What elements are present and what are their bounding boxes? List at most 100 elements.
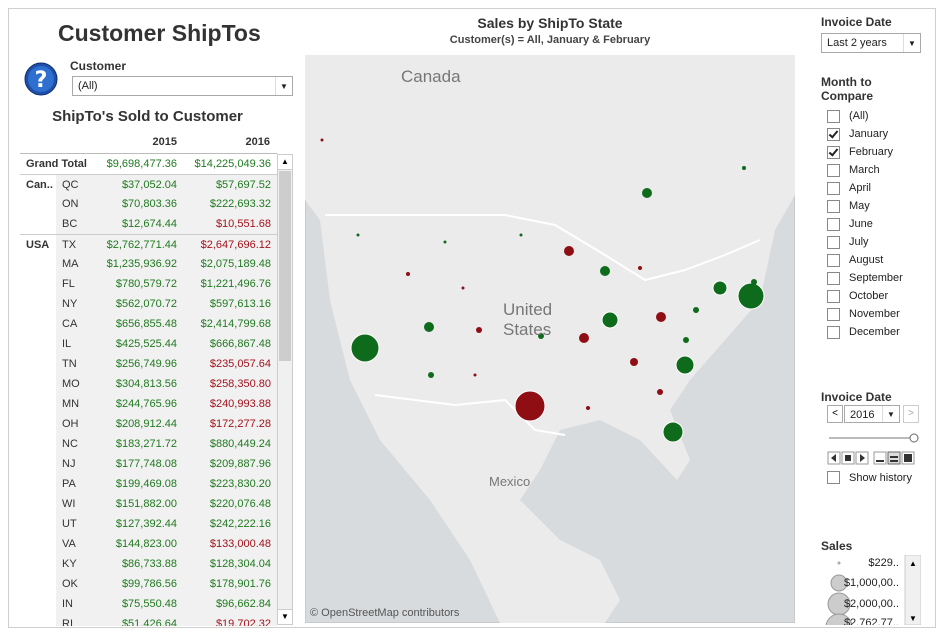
- dropdown-value: Last 2 years: [827, 37, 887, 49]
- svg-text:▼: ▼: [909, 614, 917, 623]
- checkbox[interactable]: [827, 163, 840, 177]
- table: Grand Total $9,698,477.36 $14,225,049.36 Ca…: [20, 153, 277, 626]
- customer-dropdown[interactable]: (All) ▼: [72, 76, 293, 96]
- help-icon[interactable]: ?: [24, 62, 58, 96]
- row-shade: [56, 314, 277, 334]
- month-option[interactable]: February: [827, 143, 893, 161]
- month-option[interactable]: March: [827, 161, 880, 179]
- cell-2016: $242,222.16: [209, 518, 271, 530]
- table-row: NY $562,070.72 $597,613.16: [20, 294, 277, 314]
- filter-label: Month to Compare: [821, 75, 874, 103]
- checkbox[interactable]: [827, 271, 840, 285]
- row-shade: [56, 514, 277, 534]
- month-option[interactable]: April: [827, 179, 871, 197]
- filter-label: Invoice Date: [821, 390, 892, 404]
- cell-2016: $209,887.96: [209, 458, 271, 470]
- show-history[interactable]: Show history: [827, 471, 912, 484]
- checkbox[interactable]: [827, 235, 840, 249]
- table-row: OK $99,786.56 $178,901.76: [20, 574, 277, 594]
- cell-2016: $597,613.16: [209, 298, 271, 310]
- table-row: MN $244,765.96 $240,993.88: [20, 394, 277, 414]
- month-option[interactable]: August: [827, 251, 883, 269]
- cell-2015: $425,525.44: [115, 338, 177, 350]
- previous-button[interactable]: <: [827, 405, 843, 423]
- month-option[interactable]: September: [827, 269, 903, 287]
- cell-2015: $99,786.56: [121, 578, 177, 590]
- row-state: TN: [62, 358, 77, 370]
- invoice-date-dropdown[interactable]: Last 2 years ▼: [821, 33, 921, 53]
- scroll-up[interactable]: ▲: [278, 155, 292, 170]
- checkbox[interactable]: [827, 325, 840, 339]
- size-legend: ▲ ▼ $229.. $1,000,00.. $2,000,00.. $2,762,7…: [821, 555, 921, 625]
- cell-2015: $304,813.56: [115, 378, 177, 390]
- row-state: BC: [62, 218, 78, 230]
- map[interactable]: [305, 55, 795, 623]
- row-state: VA: [62, 538, 76, 550]
- table-row: TN $256,749.96 $235,057.64: [20, 354, 277, 374]
- month-option[interactable]: May: [827, 197, 870, 215]
- row-state: OK: [62, 578, 78, 590]
- dropdown-arrow: ▼: [882, 406, 899, 422]
- row-state: NC: [62, 438, 78, 450]
- cell-2016: $178,901.76: [209, 578, 271, 590]
- row-state: UT: [62, 518, 77, 530]
- cell-2015: $12,674.44: [121, 218, 177, 230]
- row-state: IL: [62, 338, 72, 350]
- month-option[interactable]: June: [827, 215, 873, 233]
- checkbox[interactable]: [827, 181, 840, 195]
- map-attribution: © OpenStreetMap contributors: [310, 607, 460, 619]
- cell-2016: $2,075,189.48: [200, 258, 271, 270]
- checkbox[interactable]: [827, 217, 840, 231]
- month-option[interactable]: November: [827, 305, 900, 323]
- next-button[interactable]: >: [903, 405, 919, 423]
- checkbox[interactable]: [827, 199, 840, 213]
- row-shade: [56, 235, 277, 255]
- year-dropdown[interactable]: 2016 ▼: [844, 405, 900, 423]
- legend-entry: $1,000,00..: [843, 577, 899, 589]
- checkbox[interactable]: [827, 289, 840, 303]
- month-option[interactable]: December: [827, 323, 900, 341]
- map-label: Mexico: [489, 474, 531, 489]
- table-row: ON $70,803.36 $222,693.32: [20, 194, 277, 214]
- row-shade: [56, 494, 277, 514]
- row-group: USA: [26, 239, 50, 251]
- cell-2016: $57,697.52: [215, 179, 271, 191]
- cell-2015: $208,912.44: [115, 418, 177, 430]
- table-row: OH $208,912.44 $172,277.28: [20, 414, 277, 434]
- checkbox[interactable]: [827, 109, 840, 123]
- cell-2016: $240,993.88: [209, 398, 271, 410]
- row-state: RI: [62, 618, 73, 626]
- cell-2016: $223,830.20: [209, 478, 271, 490]
- checkbox[interactable]: [827, 253, 840, 267]
- cell-2016: $2,414,799.68: [200, 318, 271, 330]
- row-state: OH: [62, 418, 79, 430]
- month-option[interactable]: October: [827, 287, 888, 305]
- row-state: MN: [62, 398, 80, 410]
- table-row: UT $127,392.44 $242,222.16: [20, 514, 277, 534]
- month-option[interactable]: July: [827, 233, 869, 251]
- row-shade: [56, 354, 277, 374]
- cell-2015: $1,235,936.92: [106, 258, 177, 270]
- cell-2016: $1,221,496.76: [200, 278, 271, 290]
- checkbox[interactable]: [827, 127, 840, 141]
- cell-2015: $75,550.48: [121, 598, 177, 610]
- scroll-thumb[interactable]: [279, 171, 291, 361]
- checkbox[interactable]: [827, 307, 840, 321]
- cell-2016: $235,057.64: [209, 358, 271, 370]
- option-label: May: [849, 200, 870, 212]
- checkbox[interactable]: [827, 471, 840, 484]
- row-shade: [56, 254, 277, 274]
- checkbox[interactable]: [827, 145, 840, 159]
- row-state: NJ: [62, 458, 76, 470]
- map-bubbles: [320, 138, 765, 443]
- month-option[interactable]: (All): [827, 107, 869, 125]
- playback-controls[interactable]: [826, 430, 922, 468]
- scroll-down[interactable]: ▼: [278, 609, 292, 624]
- cell-2016: $128,304.04: [209, 558, 271, 570]
- option-label: November: [849, 308, 900, 320]
- scrollbar[interactable]: ▲ ▼: [277, 154, 293, 625]
- month-option[interactable]: January: [827, 125, 888, 143]
- row-state: MA: [62, 258, 79, 270]
- cell-2016: $172,277.28: [209, 418, 271, 430]
- option-label: March: [849, 164, 880, 176]
